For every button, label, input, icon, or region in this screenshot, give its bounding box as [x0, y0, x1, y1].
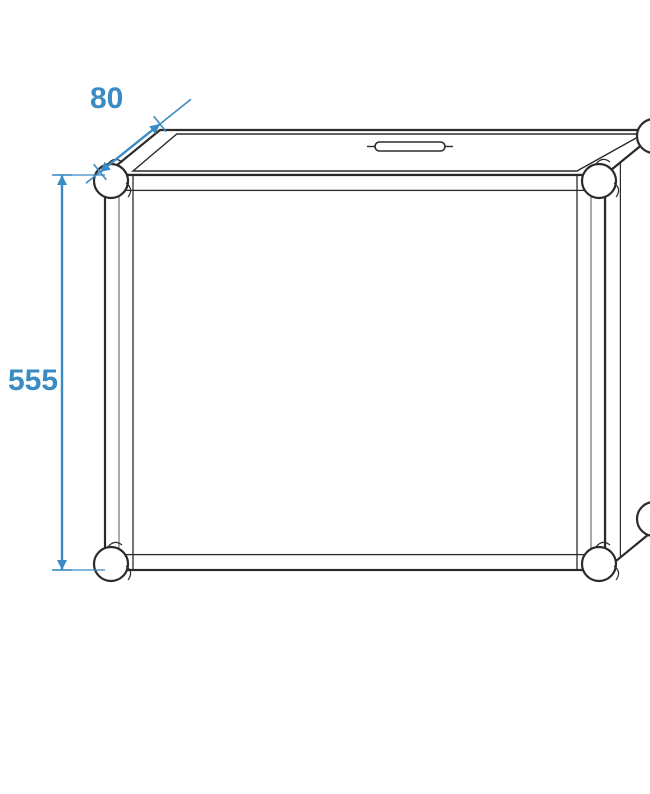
dimension-height-label: 555	[8, 364, 58, 397]
dimension-depth-label: 80	[90, 82, 123, 115]
technical-drawing: 555 80	[0, 0, 650, 794]
